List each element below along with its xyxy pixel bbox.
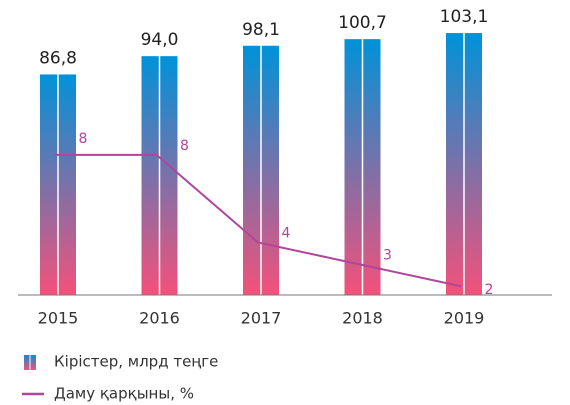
x-tick-label: 2016 — [139, 309, 180, 328]
x-tick-label: 2017 — [241, 309, 282, 328]
line-value-label: 8 — [180, 138, 189, 154]
value-label: 98,1 — [242, 20, 280, 40]
value-label: 100,7 — [338, 13, 387, 33]
line-value-label: 2 — [485, 282, 494, 298]
line-value-label: 3 — [383, 247, 392, 263]
line — [55, 153, 462, 288]
legend-label: Кірістер, млрд теңге — [54, 353, 218, 371]
line-value-label: 4 — [282, 225, 291, 241]
value-label: 94,0 — [141, 30, 179, 50]
line-value-label: 8 — [79, 131, 88, 147]
value-label: 86,8 — [39, 48, 77, 68]
value-label: 103,1 — [440, 7, 489, 27]
x-tick-label: 2019 — [444, 309, 485, 328]
legend-label: Даму қарқыны, % — [54, 385, 194, 403]
x-tick-label: 2015 — [38, 309, 79, 328]
x-tick-label: 2018 — [342, 309, 383, 328]
